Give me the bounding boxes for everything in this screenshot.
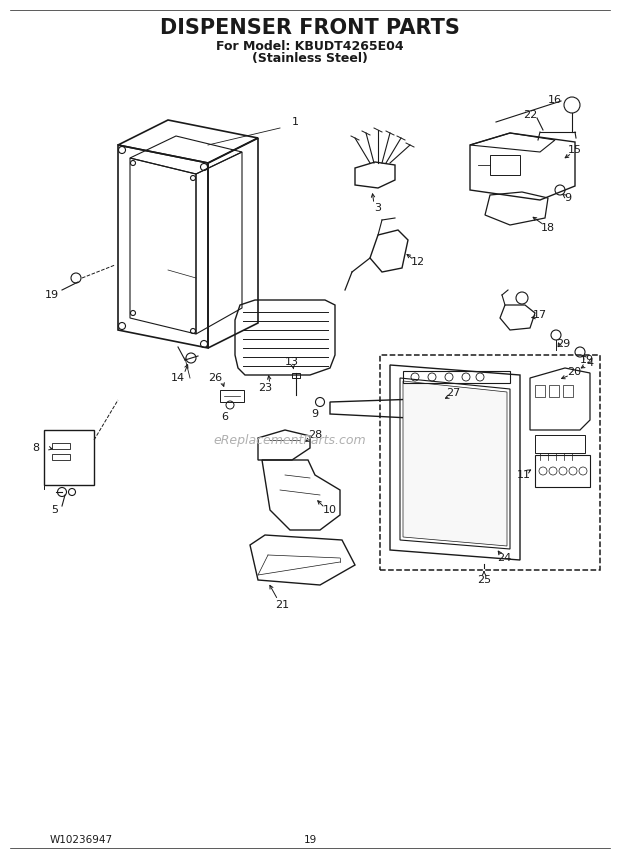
Text: 5: 5 <box>51 505 58 515</box>
Text: 26: 26 <box>208 373 222 383</box>
Text: 1: 1 <box>291 117 298 127</box>
Text: 10: 10 <box>323 505 337 515</box>
Text: 4: 4 <box>587 358 593 368</box>
Text: (Stainless Steel): (Stainless Steel) <box>252 51 368 64</box>
Bar <box>549 385 559 397</box>
Text: 27: 27 <box>446 388 460 398</box>
Bar <box>52 443 70 449</box>
Bar <box>490 155 520 175</box>
Text: 12: 12 <box>411 257 425 267</box>
Text: 23: 23 <box>258 383 272 393</box>
Text: 17: 17 <box>533 310 547 320</box>
Bar <box>380 355 600 570</box>
Text: 25: 25 <box>477 575 491 585</box>
Text: 20: 20 <box>567 367 581 377</box>
Text: For Model: KBUDT4265E04: For Model: KBUDT4265E04 <box>216 39 404 52</box>
Bar <box>535 455 590 487</box>
Bar <box>52 454 70 460</box>
Text: 15: 15 <box>568 145 582 155</box>
Polygon shape <box>403 381 507 546</box>
Text: 21: 21 <box>275 600 289 610</box>
Text: 11: 11 <box>517 470 531 480</box>
Bar <box>403 371 510 383</box>
Text: 3: 3 <box>374 203 381 213</box>
Text: 28: 28 <box>308 430 322 440</box>
Text: 19: 19 <box>303 835 317 845</box>
Text: 22: 22 <box>523 110 537 120</box>
Text: W10236947: W10236947 <box>50 835 113 845</box>
Text: 16: 16 <box>548 95 562 105</box>
Text: 29: 29 <box>556 339 570 349</box>
Text: 6: 6 <box>221 412 229 422</box>
Text: DISPENSER FRONT PARTS: DISPENSER FRONT PARTS <box>160 18 460 38</box>
Text: 9: 9 <box>564 193 572 203</box>
Bar <box>44 430 94 485</box>
Bar <box>535 435 585 453</box>
Bar <box>563 385 573 397</box>
Text: 19: 19 <box>580 355 594 365</box>
Text: 9: 9 <box>311 409 319 419</box>
Bar <box>535 385 545 397</box>
Bar <box>292 373 300 378</box>
Text: 24: 24 <box>497 553 511 563</box>
Text: 19: 19 <box>45 290 59 300</box>
Text: 14: 14 <box>171 373 185 383</box>
Text: eReplacementParts.com: eReplacementParts.com <box>214 433 366 447</box>
Text: 8: 8 <box>32 443 40 453</box>
Text: 13: 13 <box>285 357 299 367</box>
Text: 18: 18 <box>541 223 555 233</box>
